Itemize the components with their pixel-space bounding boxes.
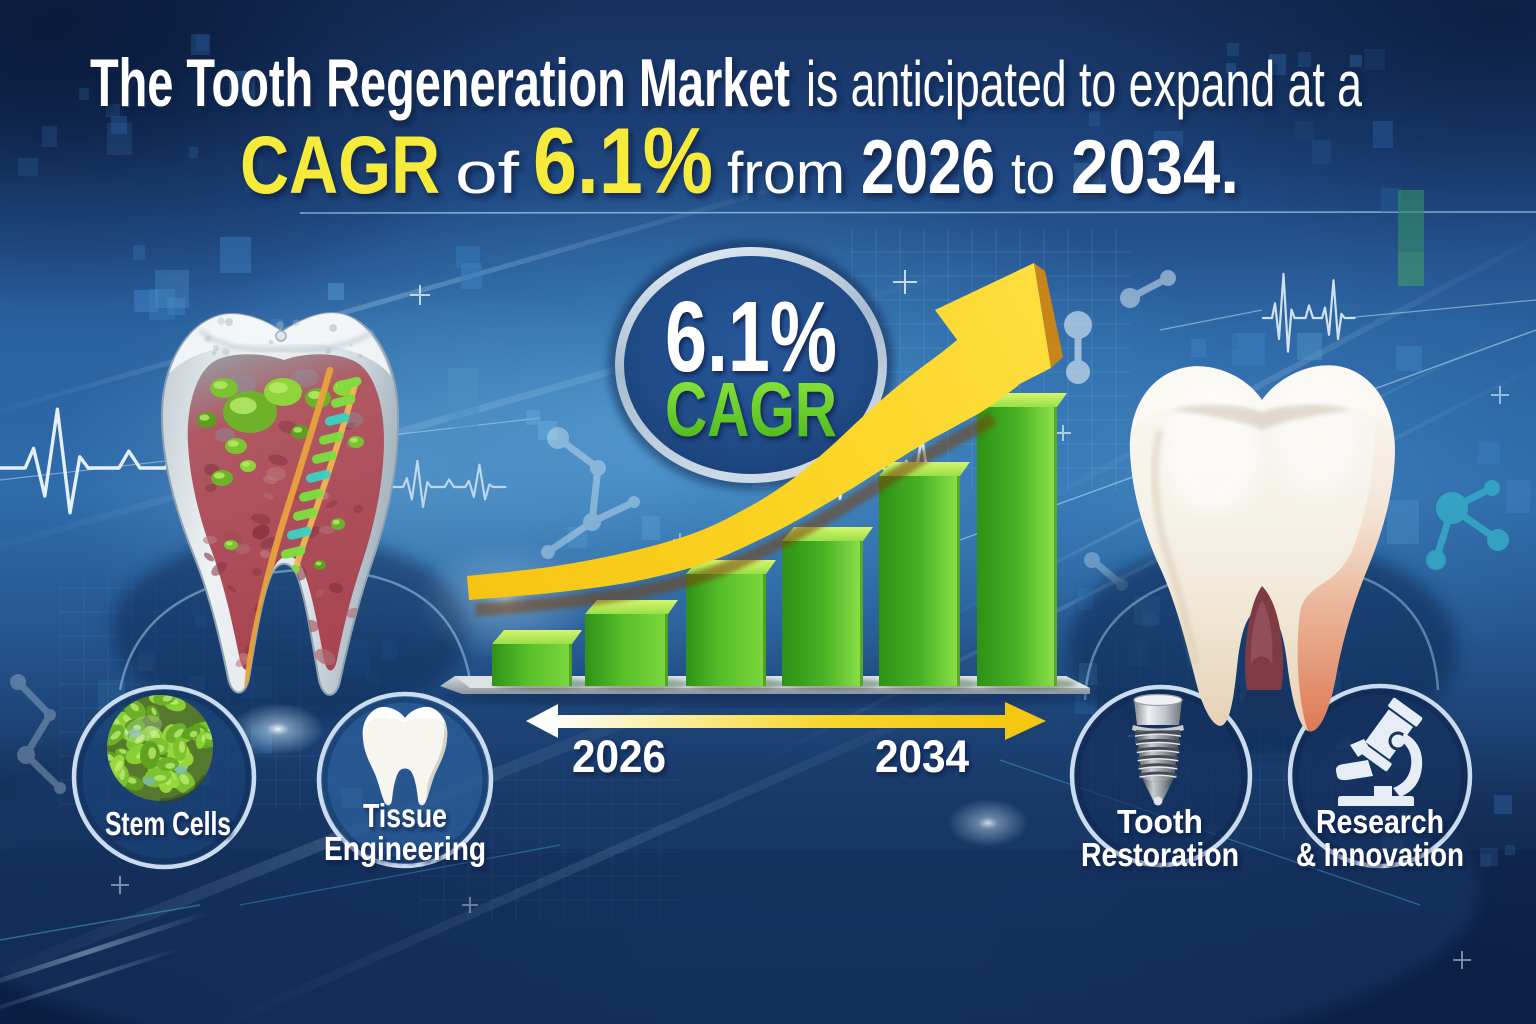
svg-text:Stem Cells: Stem Cells: [105, 805, 231, 842]
svg-text:is anticipated to expand at a: is anticipated to expand at a: [806, 48, 1362, 120]
svg-text:6.1%: 6.1%: [533, 108, 713, 213]
svg-text:from: from: [727, 141, 845, 206]
svg-text:CAGR: CAGR: [240, 120, 440, 211]
svg-text:CAGR: CAGR: [665, 367, 837, 453]
svg-text:2034: 2034: [875, 731, 969, 782]
svg-text:Restoration: Restoration: [1081, 836, 1239, 873]
svg-text:Research: Research: [1316, 803, 1444, 840]
svg-text:6.1%: 6.1%: [665, 281, 837, 393]
svg-text:Engineering: Engineering: [324, 830, 486, 867]
svg-text:2034.: 2034.: [1071, 125, 1239, 210]
svg-text:The Tooth Regeneration Market: The Tooth Regeneration Market: [90, 45, 790, 121]
svg-text:to: to: [1011, 141, 1055, 206]
svg-text:2026: 2026: [572, 731, 666, 782]
svg-text:of: of: [455, 141, 520, 206]
svg-text:& Innovation: & Innovation: [1296, 836, 1464, 873]
svg-text:Tissue: Tissue: [363, 797, 447, 834]
svg-text:2026: 2026: [861, 125, 995, 210]
svg-text:Tooth: Tooth: [1117, 803, 1203, 840]
